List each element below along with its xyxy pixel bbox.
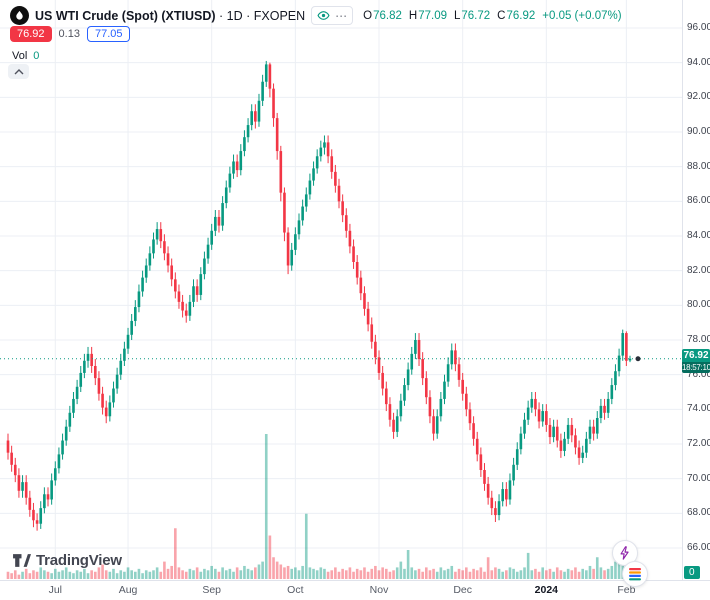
time-axis-label: Sep (202, 584, 222, 596)
broker-awards-button[interactable] (622, 561, 648, 587)
bar-countdown: 18:57:10 (682, 361, 710, 373)
price-axis-label: 80.00 (687, 299, 710, 311)
symbol-legend: US WTI Crude (Spot) (XTIUSD) · 1D · FXOP… (10, 6, 622, 25)
price-axis-label: 92.00 (687, 91, 710, 103)
tradingview-mark-icon (13, 554, 31, 567)
tradingview-logo[interactable]: TradingView (12, 552, 122, 569)
buy-price-button[interactable]: 77.05 (86, 26, 131, 42)
price-axis-label: 72.00 (687, 438, 710, 449)
price-axis-label: 70.00 (687, 472, 710, 484)
volume-indicator-legend: Vol 0 (12, 50, 39, 62)
price-axis-label: 96.00 (687, 22, 710, 33)
symbol-logo-icon (10, 6, 29, 25)
price-axis-label: 86.00 (687, 195, 710, 207)
volume-bars (6, 434, 632, 579)
time-axis-label: Oct (287, 584, 304, 596)
price-axis-label: 68.00 (687, 507, 710, 519)
candles (6, 60, 632, 531)
visibility-eye-icon[interactable] (317, 9, 330, 22)
ohlc-high-value: 77.09 (418, 9, 447, 22)
price-axis-label: 66.00 (687, 542, 710, 553)
price-axis-label: 90.00 (687, 126, 710, 137)
symbol-name: US WTI Crude (Spot) (XTIUSD) (35, 8, 216, 23)
collapse-panes-button[interactable] (8, 64, 29, 79)
price-axis-label: 94.00 (687, 56, 710, 68)
symbol-interval-exchange: · 1D · FXOPEN (219, 8, 306, 23)
symbol-title[interactable]: US WTI Crude (Spot) (XTIUSD) · 1D · FXOP… (35, 9, 305, 23)
more-options-icon[interactable]: ⋯ (335, 8, 348, 23)
price-axis[interactable]: 96.00 94.00 92.00 90.00 88.00 86.00 84.00 82.00… (682, 0, 710, 580)
volume-indicator-value: 0 (33, 50, 40, 62)
lightning-bolt-icon (620, 546, 629, 560)
time-axis-label: Feb (617, 584, 636, 596)
price-axis-label: 76.00 (687, 368, 710, 380)
last-price-dot (635, 356, 641, 362)
sell-price-button[interactable]: 76.92 (10, 26, 52, 42)
ohlc-close-value: 76.92 (506, 9, 536, 22)
colored-stack-icon (629, 568, 641, 581)
time-axis-label: Dec (453, 584, 473, 596)
time-axis-label: Nov (369, 584, 389, 596)
current-price-tag: 76.92 18:57:10 (682, 348, 710, 373)
price-axis-label: 88.00 (687, 160, 710, 172)
spread-value: 0.13 (58, 28, 80, 40)
ohlc-low-label: L (453, 9, 461, 22)
current-price-value: 76.92 (682, 348, 710, 362)
price-change-value: +0.05 (+0.07%) (542, 9, 622, 22)
trade-buttons-row: 76.92 0.13 77.05 (10, 26, 131, 42)
time-axis-label: Aug (118, 584, 138, 596)
time-axis[interactable]: Jul Aug Sep Oct Nov Dec 2024 Feb (0, 580, 710, 600)
ohlc-close-label: C (497, 9, 506, 22)
ohlc-high-label: H (408, 9, 418, 22)
price-axis-label: 82.00 (687, 264, 710, 276)
price-axis-label: 78.00 (687, 334, 710, 345)
volume-axis-badge: 0 (684, 566, 700, 579)
grid-lines (0, 0, 682, 580)
ohlc-open-label: O (363, 9, 373, 22)
price-axis-label: 74.00 (687, 403, 710, 415)
tradingview-logo-text: TradingView (36, 552, 122, 569)
time-axis-label: 2024 (534, 584, 558, 596)
legend-toolbar: ⋯ (311, 6, 354, 25)
price-axis-label: 84.00 (687, 230, 710, 241)
ohlc-low-value: 76.72 (461, 9, 491, 22)
time-axis-label: Jul (48, 584, 62, 596)
volume-indicator-label[interactable]: Vol (12, 50, 28, 62)
ohlc-open-value: 76.82 (373, 9, 402, 22)
chevron-up-icon (14, 68, 23, 74)
ohlc-values: O76.82 H77.09 L76.72 C76.92 +0.05 (+0.07… (363, 10, 621, 22)
